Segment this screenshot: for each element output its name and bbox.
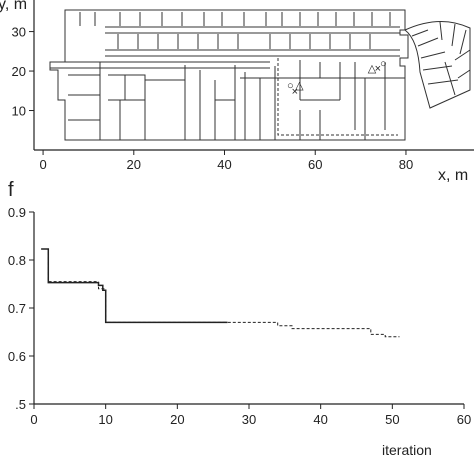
- wing-outline: [404, 20, 471, 109]
- marker: ○: [380, 58, 387, 70]
- marker: △: [295, 80, 304, 92]
- x-axis-label: x, m: [438, 167, 468, 184]
- x-tick-label: 40: [217, 157, 231, 172]
- y-tick-label: .5: [15, 397, 26, 412]
- x-tick-label: 20: [170, 412, 184, 427]
- y-tick-label: 0.8: [8, 253, 26, 268]
- y-tick-label: 20: [12, 64, 26, 79]
- building-outline: [49, 9, 409, 141]
- marker: △: [368, 63, 377, 75]
- marker: ×: [375, 63, 381, 75]
- y-tick-label: 30: [12, 25, 26, 40]
- x-tick-label: 80: [399, 157, 413, 172]
- y-tick-label: 10: [12, 104, 26, 119]
- x-tick-label: 60: [457, 412, 471, 427]
- x-tick-label: 60: [308, 157, 322, 172]
- x-tick-label: 20: [127, 157, 141, 172]
- x-tick-label: 10: [98, 412, 112, 427]
- x-tick-label: 50: [385, 412, 399, 427]
- series-dashed-line: [41, 248, 400, 338]
- y-tick-label: 0.9: [8, 205, 26, 220]
- marker: ○: [287, 80, 294, 92]
- convergence-panel: f iteration 0 10 20 30 40 50 60 .5 0.6 0.7 0.8 0.9: [8, 179, 471, 458]
- building-plan: [49, 9, 471, 141]
- x-tick-label: 40: [313, 412, 327, 427]
- marker: ×: [292, 86, 298, 98]
- measurement-markers: ○ △×△×○: [287, 58, 387, 98]
- y-axis-label: y, m: [0, 0, 27, 13]
- map-axes: 0 20 40 60 80 10 20 30: [12, 0, 474, 172]
- dashed-region: [277, 58, 398, 136]
- y-tick-label: 0.7: [8, 301, 26, 316]
- lower-rooms: [68, 60, 386, 140]
- x-axis-label-iteration: iteration: [382, 442, 432, 458]
- plot-series: [41, 248, 400, 338]
- panel-label: f: [8, 179, 14, 201]
- x-tick-label: 30: [242, 412, 256, 427]
- corridors: [50, 26, 405, 79]
- y-tick-label: 0.6: [8, 349, 26, 364]
- second-row-rooms: [117, 34, 371, 49]
- x-tick-label: 0: [39, 157, 46, 172]
- x-tick-label: 0: [30, 412, 37, 427]
- wing-rooms: [411, 21, 471, 96]
- series-solid-line: [41, 248, 228, 324]
- plot-axes: 0 10 20 30 40 50 60 .5 0.6 0.7 0.8 0.9: [8, 205, 471, 427]
- top-rooms: [79, 12, 391, 26]
